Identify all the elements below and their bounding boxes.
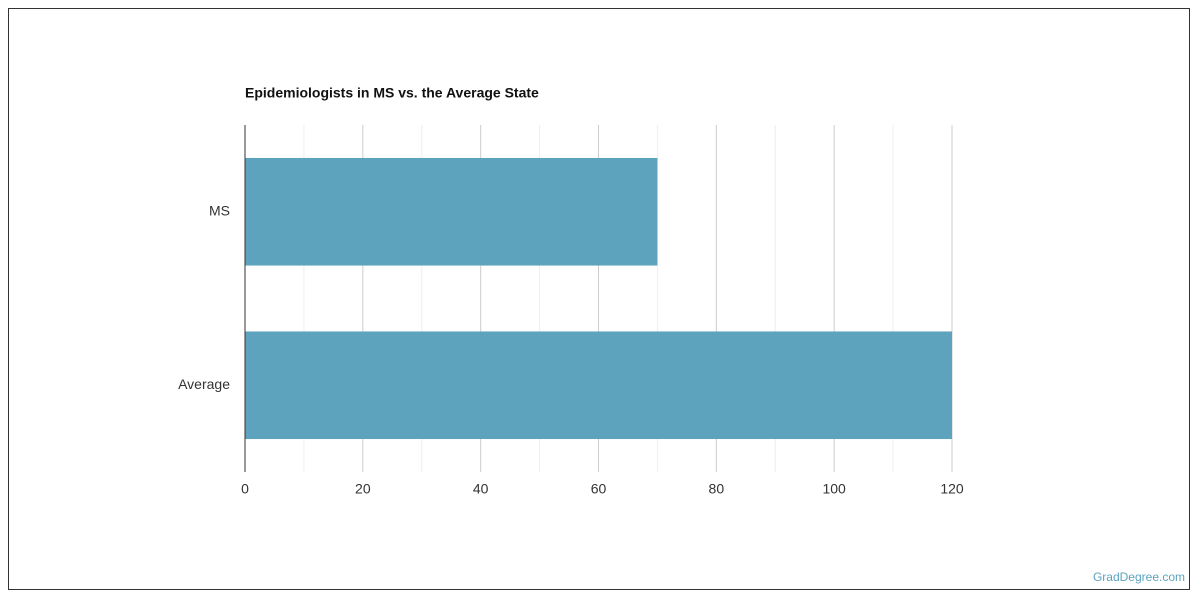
y-tick-label: MS [209, 202, 230, 218]
watermark: GradDegree.com [1093, 570, 1185, 584]
x-tick-label: 0 [241, 481, 249, 497]
x-tick-label: 20 [355, 481, 371, 497]
bar [245, 157, 658, 266]
x-tick-label: 80 [709, 481, 725, 497]
x-tick-label: 120 [940, 481, 964, 497]
x-tick-label: 40 [473, 481, 489, 497]
x-tick-label: 100 [822, 481, 846, 497]
chart-title: Epidemiologists in MS vs. the Average St… [245, 85, 539, 101]
y-tick-label: Average [178, 376, 230, 392]
bar [245, 331, 952, 440]
x-tick-label: 60 [591, 481, 607, 497]
